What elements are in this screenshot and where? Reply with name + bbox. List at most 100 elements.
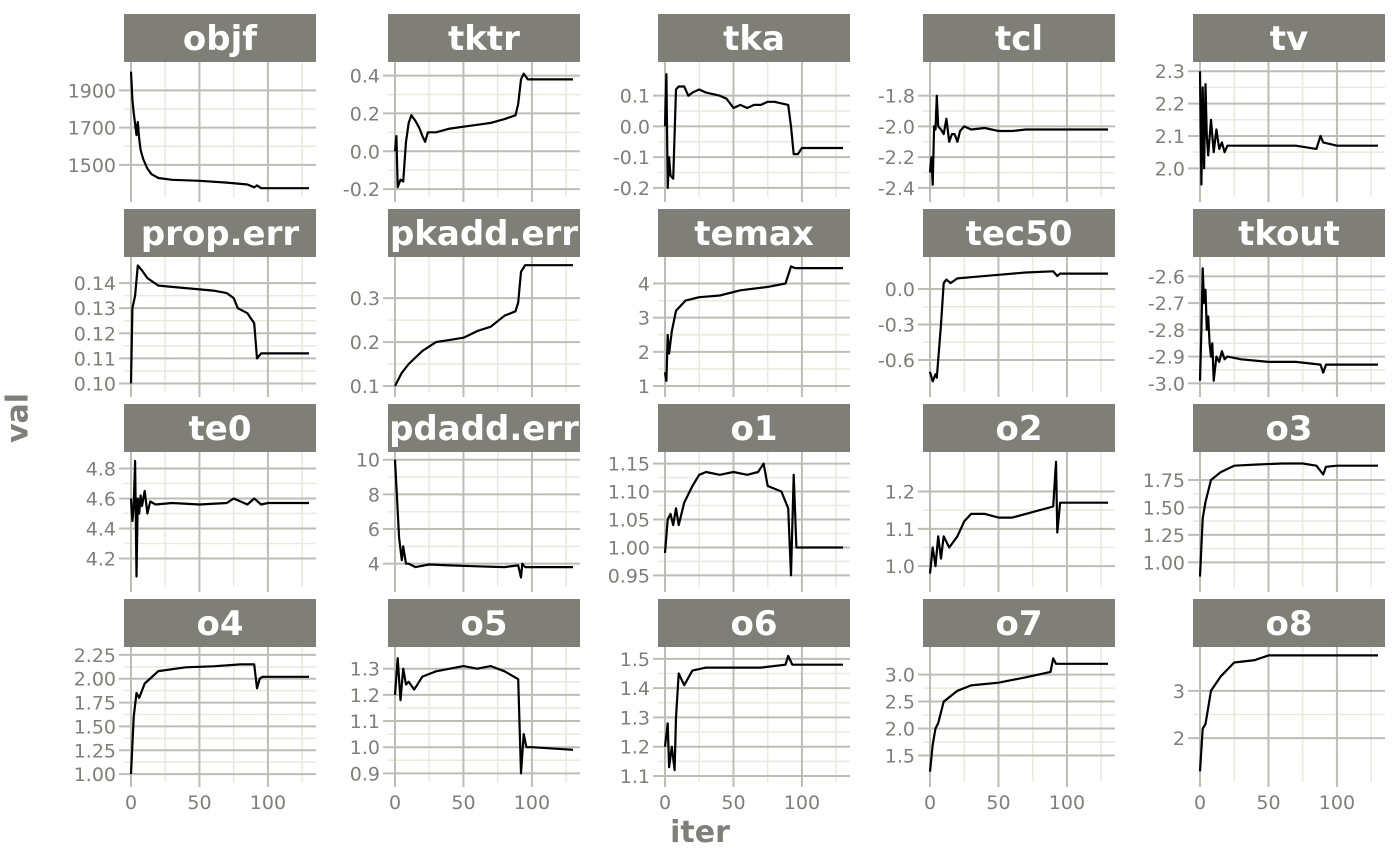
y-tick-label: 0.2 bbox=[350, 332, 380, 354]
x-tick-label: 50 bbox=[986, 792, 1010, 814]
strip-o3 bbox=[1193, 404, 1385, 452]
y-tick-label: 1.00 bbox=[1143, 552, 1185, 574]
y-tick-label: 1700 bbox=[68, 118, 116, 140]
y-tick-label: 8 bbox=[368, 484, 380, 506]
y-tick-label: 2.5 bbox=[885, 692, 915, 714]
y-tick-label: -2.4 bbox=[878, 178, 915, 200]
series-line-prop-err bbox=[129, 264, 309, 384]
y-tick-label: -2.0 bbox=[878, 116, 915, 138]
strip-title-o7: o7 bbox=[995, 604, 1042, 644]
series-line-o2 bbox=[928, 460, 1108, 574]
y-tick-label: 4.8 bbox=[86, 459, 116, 481]
x-tick-label: 100 bbox=[514, 792, 550, 814]
series-line-tktr bbox=[393, 72, 573, 189]
series-line-pkadd-err bbox=[394, 264, 573, 387]
y-tick-label: 1.0 bbox=[885, 556, 915, 578]
y-tick-label: -2.9 bbox=[1148, 347, 1185, 369]
strip-title-pkadd-err: pkadd.err bbox=[390, 214, 578, 254]
series-line-tcl bbox=[928, 94, 1108, 186]
series-line-tec50 bbox=[928, 270, 1108, 383]
strip-o2 bbox=[923, 404, 1115, 452]
y-tick-label: 1.50 bbox=[74, 716, 116, 738]
strip-title-tec50: tec50 bbox=[966, 214, 1073, 254]
y-tick-label: 0.95 bbox=[608, 565, 650, 587]
x-tick-label: 100 bbox=[1319, 792, 1355, 814]
y-tick-label: 1.2 bbox=[885, 482, 915, 504]
y-tick-label: 4.6 bbox=[86, 489, 116, 511]
y-tick-label: 1.05 bbox=[608, 510, 650, 532]
y-tick-label: 0.3 bbox=[350, 288, 380, 310]
series-line-o4 bbox=[129, 663, 309, 775]
y-tick-label: 1.25 bbox=[74, 740, 116, 762]
y-tick-label: 3 bbox=[1173, 681, 1185, 703]
strip-prop-err bbox=[124, 209, 316, 257]
y-tick-label: 1.00 bbox=[74, 764, 116, 786]
strip-title-tv: tv bbox=[1270, 19, 1308, 59]
y-tick-label: -0.6 bbox=[878, 350, 915, 372]
y-tick-label: 0.11 bbox=[74, 348, 116, 370]
y-tick-label: 1.1 bbox=[350, 711, 380, 733]
y-tick-label: -0.3 bbox=[878, 315, 915, 337]
y-tick-label: 1.00 bbox=[608, 537, 650, 559]
strip-title-o5: o5 bbox=[460, 604, 507, 644]
y-tick-label: 2.1 bbox=[1155, 126, 1185, 148]
strip-title-prop-err: prop.err bbox=[141, 214, 300, 254]
y-tick-label: 10 bbox=[356, 450, 380, 472]
strip-tka bbox=[658, 14, 850, 62]
strip-o7 bbox=[923, 599, 1115, 647]
y-tick-label: 1.5 bbox=[885, 746, 915, 768]
y-tick-label: -0.2 bbox=[613, 178, 650, 200]
strip-objf bbox=[124, 14, 316, 62]
y-tick-label: -3.0 bbox=[1148, 373, 1185, 395]
x-tick-label: 0 bbox=[1194, 792, 1206, 814]
strip-title-tktr: tktr bbox=[448, 19, 520, 59]
y-tick-label: 1.1 bbox=[885, 519, 915, 541]
strip-tcl bbox=[923, 14, 1115, 62]
y-tick-label: 2.0 bbox=[1155, 158, 1185, 180]
series-line-o8 bbox=[1198, 654, 1378, 772]
y-tick-label: 6 bbox=[368, 519, 380, 541]
y-tick-label: -0.1 bbox=[613, 147, 650, 169]
y-tick-label: 1900 bbox=[68, 80, 116, 102]
y-tick-label: 0.0 bbox=[350, 141, 380, 163]
y-tick-label: 4 bbox=[368, 554, 380, 576]
x-tick-label: 50 bbox=[721, 792, 745, 814]
y-tick-label: 0.1 bbox=[350, 376, 380, 398]
x-tick-label: 50 bbox=[1256, 792, 1280, 814]
y-tick-label: -2.2 bbox=[878, 147, 915, 169]
y-tick-label: 1.75 bbox=[1143, 470, 1185, 492]
x-tick-label: 100 bbox=[1049, 792, 1085, 814]
y-tick-label: 1.25 bbox=[1143, 525, 1185, 547]
y-tick-label: 0.10 bbox=[74, 373, 116, 395]
y-tick-label: -2.8 bbox=[1148, 320, 1185, 342]
y-tick-label: 0.9 bbox=[350, 763, 380, 785]
strip-pkadd-err bbox=[388, 209, 580, 257]
y-tick-label: 1.3 bbox=[620, 707, 650, 729]
y-tick-label: 0.0 bbox=[620, 116, 650, 138]
x-axis-title: iter bbox=[670, 815, 730, 850]
y-tick-label: 4.2 bbox=[86, 549, 116, 571]
y-tick-label: 2.2 bbox=[1155, 94, 1185, 116]
x-tick-label: 0 bbox=[389, 792, 401, 814]
strip-title-o2: o2 bbox=[995, 409, 1042, 449]
series-line-tka bbox=[663, 73, 843, 189]
y-tick-label: 1.50 bbox=[1143, 497, 1185, 519]
y-tick-label: 1.2 bbox=[350, 685, 380, 707]
y-tick-label: 1.0 bbox=[350, 737, 380, 759]
x-tick-label: 0 bbox=[125, 792, 137, 814]
strip-o5 bbox=[388, 599, 580, 647]
strip-tktr bbox=[388, 14, 580, 62]
strip-title-objf: objf bbox=[183, 19, 258, 59]
strip-title-temax: temax bbox=[694, 214, 814, 254]
strip-tv bbox=[1193, 14, 1385, 62]
y-tick-label: 2.00 bbox=[74, 669, 116, 691]
y-tick-label: 0.0 bbox=[885, 279, 915, 301]
x-tick-label: 50 bbox=[187, 792, 211, 814]
x-tick-label: 0 bbox=[659, 792, 671, 814]
y-tick-label: -2.6 bbox=[1148, 266, 1185, 288]
y-tick-label: -2.7 bbox=[1148, 293, 1185, 315]
strip-tec50 bbox=[923, 209, 1115, 257]
y-tick-label: 1.4 bbox=[620, 678, 650, 700]
x-tick-label: 0 bbox=[924, 792, 936, 814]
